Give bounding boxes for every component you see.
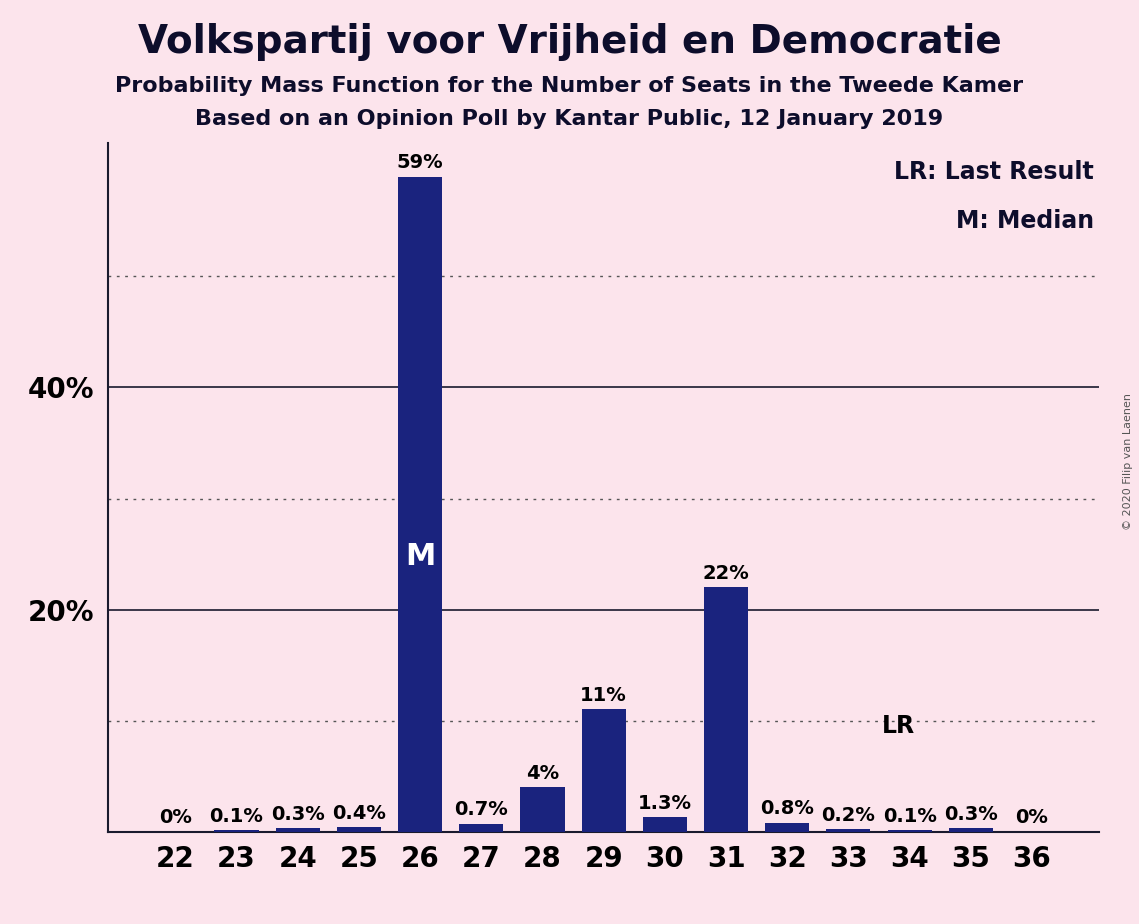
Text: 0%: 0% [1016,808,1049,827]
Bar [949,828,993,832]
Text: 1.3%: 1.3% [638,794,691,813]
Bar [521,787,565,832]
Text: LR: LR [882,714,916,738]
Text: 0.3%: 0.3% [271,805,325,824]
Text: M: M [404,542,435,571]
Text: 11%: 11% [580,686,628,705]
Text: 0%: 0% [158,808,191,827]
Text: © 2020 Filip van Laenen: © 2020 Filip van Laenen [1123,394,1133,530]
Bar [827,830,870,832]
Bar [398,176,442,832]
Text: 0.3%: 0.3% [944,805,998,824]
Text: 0.4%: 0.4% [331,804,386,822]
Bar [276,828,320,832]
Bar [337,827,380,832]
Text: 0.2%: 0.2% [821,806,876,825]
Text: Probability Mass Function for the Number of Seats in the Tweede Kamer: Probability Mass Function for the Number… [115,76,1024,96]
Bar [642,817,687,832]
Bar [887,831,932,832]
Bar [704,588,748,832]
Bar [459,824,503,832]
Text: 0.1%: 0.1% [883,807,936,826]
Bar [765,822,810,832]
Text: 4%: 4% [526,764,559,783]
Text: 22%: 22% [703,564,749,583]
Bar [582,710,625,832]
Text: 0.8%: 0.8% [761,799,814,819]
Text: 0.1%: 0.1% [210,807,263,826]
Text: LR: Last Result: LR: Last Result [894,161,1095,185]
Bar [214,831,259,832]
Text: 59%: 59% [396,153,443,172]
Text: Based on an Opinion Poll by Kantar Public, 12 January 2019: Based on an Opinion Poll by Kantar Publi… [196,109,943,129]
Text: 0.7%: 0.7% [454,800,508,820]
Text: M: Median: M: Median [956,209,1095,233]
Text: Volkspartij voor Vrijheid en Democratie: Volkspartij voor Vrijheid en Democratie [138,23,1001,61]
